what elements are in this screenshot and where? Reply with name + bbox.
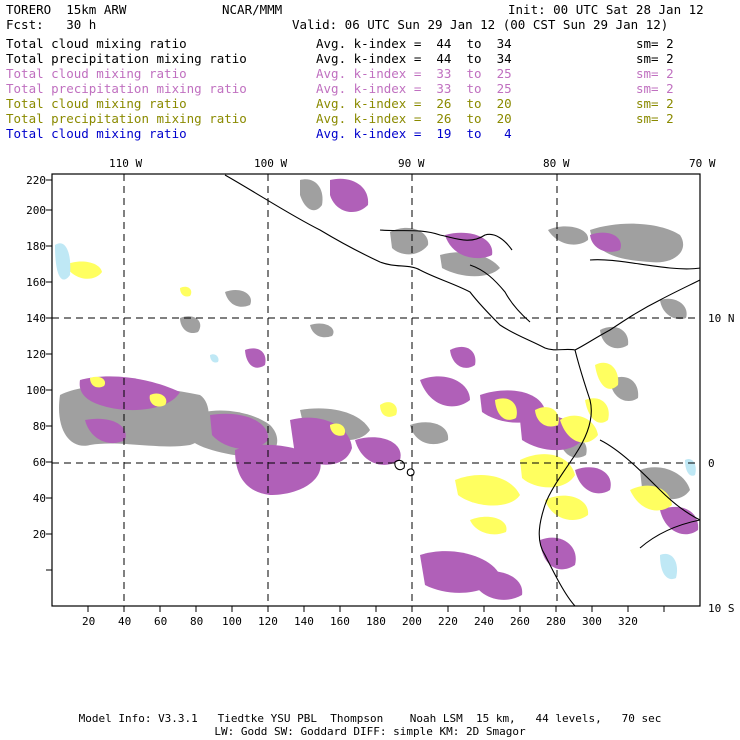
legend-sm: sm= 2 [636,66,674,81]
x-tick-label: 260 [510,615,530,628]
x-tick-label: 200 [402,615,422,628]
y-tick-label: 100 [26,384,46,397]
latitude-label: 10 S [708,602,735,615]
x-tick-label: 100 [222,615,242,628]
legend-index: Avg. k-index = 19 to 4 [316,126,512,141]
legend-field: Total precipitation mixing ratio [6,51,247,66]
org-label: NCAR/MMM [222,2,283,17]
tick-marks [46,179,665,612]
y-tick-label: 180 [26,240,46,253]
legend-field: Total cloud mixing ratio [6,36,187,51]
x-tick-label: 60 [154,615,168,628]
x-tick-label: 140 [294,615,314,628]
legend-field: Total cloud mixing ratio [6,96,187,111]
purple-cloud-field [79,178,699,600]
longitude-label: 110 W [109,157,143,170]
legend-field: Total precipitation mixing ratio [6,111,247,126]
legend-field: Total cloud mixing ratio [6,126,187,141]
longitude-label: 100 W [254,157,288,170]
longitude-label: 90 W [398,157,425,170]
legend-index: Avg. k-index = 33 to 25 [316,66,512,81]
x-tick-label: 120 [258,615,278,628]
legend-sm: sm= 2 [636,81,674,96]
field-layer [55,174,700,606]
legend-sm: sm= 2 [636,111,674,126]
legend-index: Avg. k-index = 26 to 20 [316,96,512,111]
legend-index: Avg. k-index = 33 to 25 [316,81,512,96]
legend-row: Total cloud mixing ratio Avg. k-index = … [6,96,674,111]
physics-info-line: LW: Godd SW: Goddard DIFF: simple KM: 2D… [214,725,526,738]
lat-lon-grid [52,174,700,606]
x-tick-label: 320 [618,615,638,628]
y-tick-label: 160 [26,276,46,289]
y-tick-label: 120 [26,348,46,361]
x-tick-label: 300 [582,615,602,628]
model-title: TORERO 15km ARW [6,2,127,17]
legend-index: Avg. k-index = 44 to 34 [316,36,512,51]
forecast-hour: Fcst: 30 h [6,17,97,32]
x-tick-label: 220 [438,615,458,628]
legend-row: Total cloud mixing ratio Avg. k-index = … [6,36,674,51]
latitude-label: 0 [708,457,715,470]
valid-time: Valid: 06 UTC Sun 29 Jan 12 (00 CST Sun … [292,17,669,32]
legend-sm: sm= 2 [636,51,674,66]
latitude-label: 10 N [708,312,735,325]
legend-row: Total precipitation mixing ratio Avg. k-… [6,51,674,66]
longitude-label: 80 W [543,157,570,170]
model-info-line: Model Info: V3.3.1 Tiedtke YSU PBL Thomp… [78,712,662,725]
legend-field: Total precipitation mixing ratio [6,81,247,96]
legend-row: Total precipitation mixing ratio Avg. k-… [6,111,674,126]
legend-sm: sm= 2 [636,96,674,111]
y-tick-label: 20 [32,528,46,541]
legend-row: Total cloud mixing ratio Avg. k-index = … [6,66,674,81]
x-tick-label: 80 [190,615,204,628]
y-tick-label: 40 [32,492,46,505]
init-time: Init: 00 UTC Sat 28 Jan 12 [508,2,704,17]
x-tick-label: 240 [474,615,494,628]
x-tick-label: 20 [82,615,96,628]
legend-sm: sm= 2 [636,36,674,51]
legend-index: Avg. k-index = 44 to 34 [316,51,512,66]
yellow-precip-field [65,261,672,535]
y-tick-label: 220 [26,174,46,187]
y-tick-label: 200 [26,204,46,217]
legend-row: Total precipitation mixing ratio Avg. k-… [6,81,674,96]
y-tick-label: 60 [32,456,46,469]
y-tick-label: 140 [26,312,46,325]
legend-field: Total cloud mixing ratio [6,66,187,81]
legend-row: Total cloud mixing ratio Avg. k-index = … [6,126,512,141]
x-tick-label: 180 [366,615,386,628]
coastline [224,174,700,606]
x-tick-label: 160 [330,615,350,628]
y-tick-label: 80 [32,420,46,433]
x-tick-label: 40 [118,615,132,628]
legend-index: Avg. k-index = 26 to 20 [316,111,512,126]
x-tick-label: 280 [546,615,566,628]
longitude-label: 70 W [689,157,716,170]
